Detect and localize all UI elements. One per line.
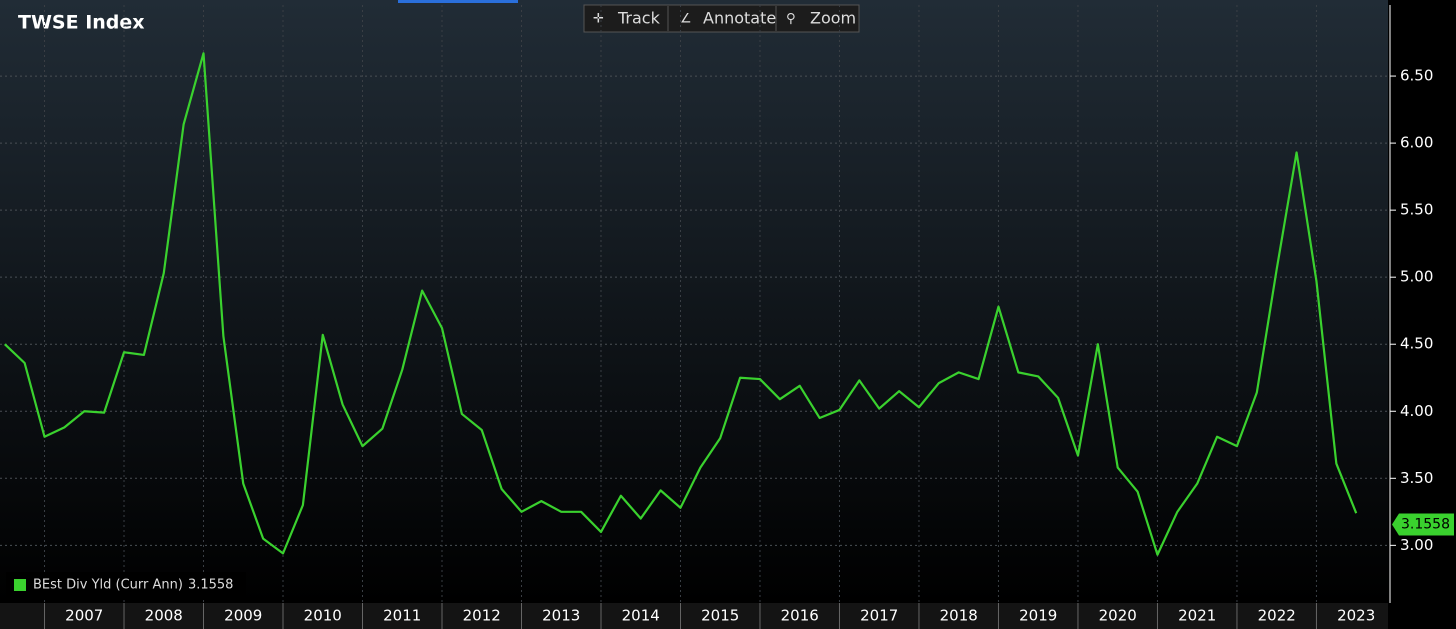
x-tick-label: 2017	[860, 607, 898, 625]
series-line	[4, 52, 1358, 556]
y-tick-label: 6.00	[1400, 134, 1433, 152]
legend-box	[6, 572, 246, 599]
x-tick-label: 2022	[1258, 607, 1296, 625]
x-axis-band	[0, 603, 1388, 629]
y-tick-label: 4.00	[1400, 402, 1433, 420]
x-tick-label: 2007	[65, 607, 103, 625]
plot-background	[0, 0, 1388, 603]
y-tick-label: 3.50	[1400, 469, 1433, 487]
x-tick-label: 2020	[1099, 607, 1137, 625]
track-button[interactable]: Track	[617, 9, 661, 28]
x-tick-label: 2008	[145, 607, 183, 625]
last-value-label: 3.1558	[1401, 516, 1450, 532]
y-tick-label: 5.50	[1400, 201, 1433, 219]
toolbar-frame	[583, 4, 860, 33]
x-tick-label: 2013	[542, 607, 580, 625]
marks	[4, 52, 1358, 556]
track-icon: ✛	[593, 12, 604, 27]
grid	[0, 5, 1388, 603]
tab-indicator	[398, 0, 518, 3]
x-tick-label: 2019	[1019, 607, 1057, 625]
legend-label: BEst Div Yld (Curr Ann)	[33, 578, 183, 593]
y-tick-label: 6.50	[1400, 67, 1433, 85]
y-tick-label: 3.00	[1400, 536, 1433, 554]
y-tick-label: 5.00	[1400, 268, 1433, 286]
x-tick-label: 2010	[304, 607, 342, 625]
x-tick-label: 2014	[622, 607, 660, 625]
legend-value: 3.1558	[188, 578, 234, 593]
x-tick-label: 2011	[383, 607, 421, 625]
x-tick-label: 2012	[463, 607, 501, 625]
x-tick-label: 2015	[701, 607, 739, 625]
zoom-button[interactable]: Zoom	[810, 9, 856, 28]
last-value-badge	[1392, 513, 1454, 536]
legend-swatch	[14, 579, 26, 591]
chart-title: TWSE Index	[18, 12, 145, 34]
annotate-button[interactable]: Annotate	[703, 9, 776, 28]
zoom-icon: ⚲	[786, 12, 796, 27]
x-tick-label: 2009	[224, 607, 262, 625]
toolbar: Track Annotate Zoom ✛ ∠ ⚲	[583, 4, 860, 33]
x-tick-label: 2023	[1337, 607, 1375, 625]
x-tick-label: 2016	[781, 607, 819, 625]
annotate-icon: ∠	[680, 12, 692, 27]
x-tick-label: 2021	[1178, 607, 1216, 625]
x-tick-label: 2018	[940, 607, 978, 625]
y-tick-label: 4.50	[1400, 335, 1433, 353]
